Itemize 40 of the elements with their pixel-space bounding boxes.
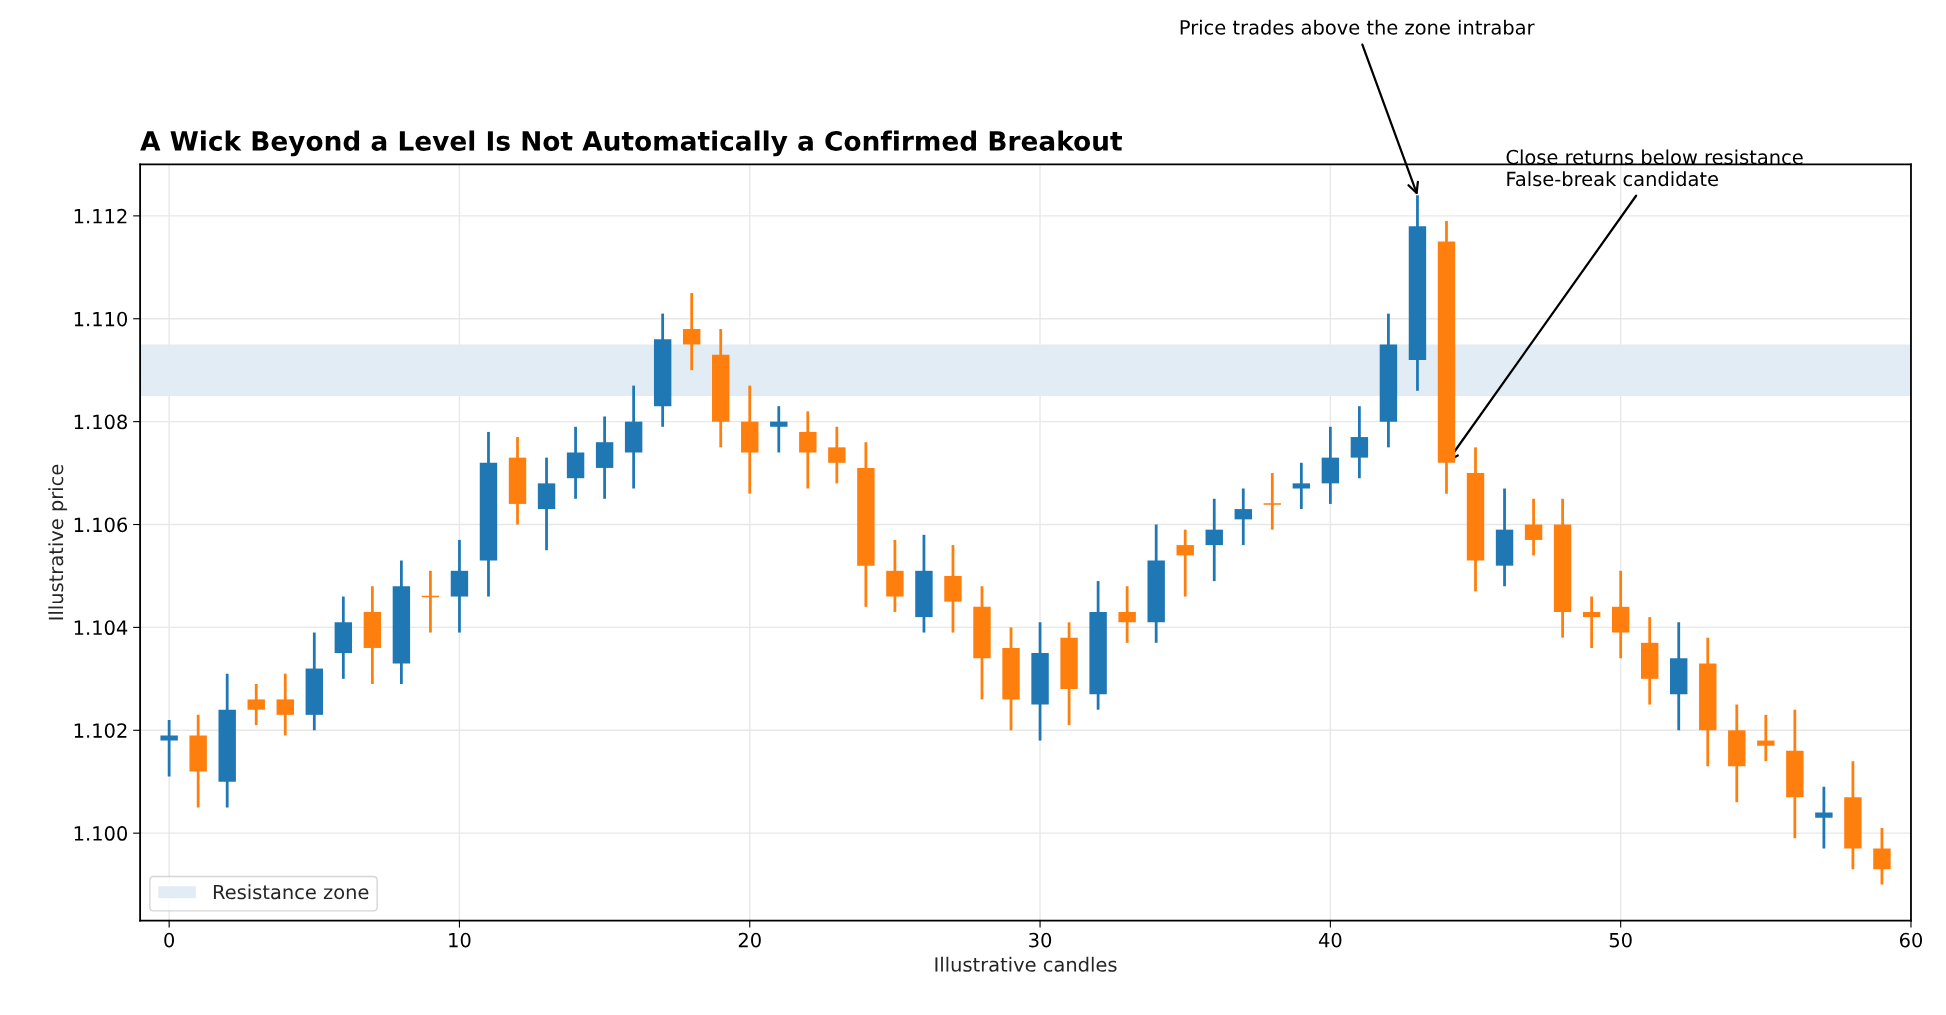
candlestick bbox=[1815, 785, 1833, 850]
candlestick bbox=[1873, 826, 1891, 886]
x-tick-label: 10 bbox=[449, 932, 471, 948]
x-tick-label: 60 bbox=[1899, 932, 1923, 948]
candlestick bbox=[1234, 487, 1252, 547]
x-axis-title: Illustrative candles bbox=[935, 956, 1117, 972]
x-tick-label: 40 bbox=[1318, 932, 1342, 948]
y-tick-label: 1.110 bbox=[74, 311, 128, 327]
candlestick bbox=[421, 569, 440, 634]
y-tick-label: 1.102 bbox=[74, 723, 127, 738]
candlestick bbox=[1262, 471, 1282, 532]
candlestick bbox=[160, 718, 178, 778]
candlestick bbox=[1205, 497, 1223, 583]
candlestick bbox=[682, 291, 701, 372]
candlestick bbox=[1118, 584, 1136, 645]
candlestick bbox=[1757, 713, 1775, 763]
candlestick bbox=[1524, 497, 1543, 557]
x-tick-label: 50 bbox=[1609, 932, 1632, 948]
x-tick-label: 0 bbox=[164, 932, 175, 948]
y-tick-label: 1.112 bbox=[74, 208, 127, 224]
candlestick bbox=[1292, 461, 1311, 511]
candlestick bbox=[247, 682, 265, 727]
y-tick-label: 1.104 bbox=[74, 620, 128, 636]
annotation: Close returns below resistance False-break candidate bbox=[1506, 149, 1803, 187]
x-tick-label: 30 bbox=[1029, 932, 1052, 948]
legend-label: Resistance zone bbox=[213, 884, 369, 900]
candlestick bbox=[276, 672, 294, 737]
candlestick bbox=[1582, 595, 1601, 650]
y-tick-label: 1.106 bbox=[74, 517, 128, 533]
candlestick bbox=[799, 409, 817, 490]
annotation: Price trades above the zone intrabar bbox=[1180, 19, 1535, 35]
y-axis-title: Illustrative price bbox=[48, 464, 68, 620]
x-tick-label: 20 bbox=[738, 932, 761, 948]
candlestick bbox=[828, 425, 846, 485]
y-tick-label: 1.100 bbox=[74, 826, 128, 841]
chart-title: A Wick Beyond a Level Is Not Automatically a Confirmed Breakout bbox=[140, 130, 1122, 157]
candlestick bbox=[770, 404, 788, 454]
y-tick-label: 1.108 bbox=[74, 414, 127, 430]
candlestick bbox=[1350, 404, 1369, 480]
candlestick bbox=[1176, 528, 1194, 598]
